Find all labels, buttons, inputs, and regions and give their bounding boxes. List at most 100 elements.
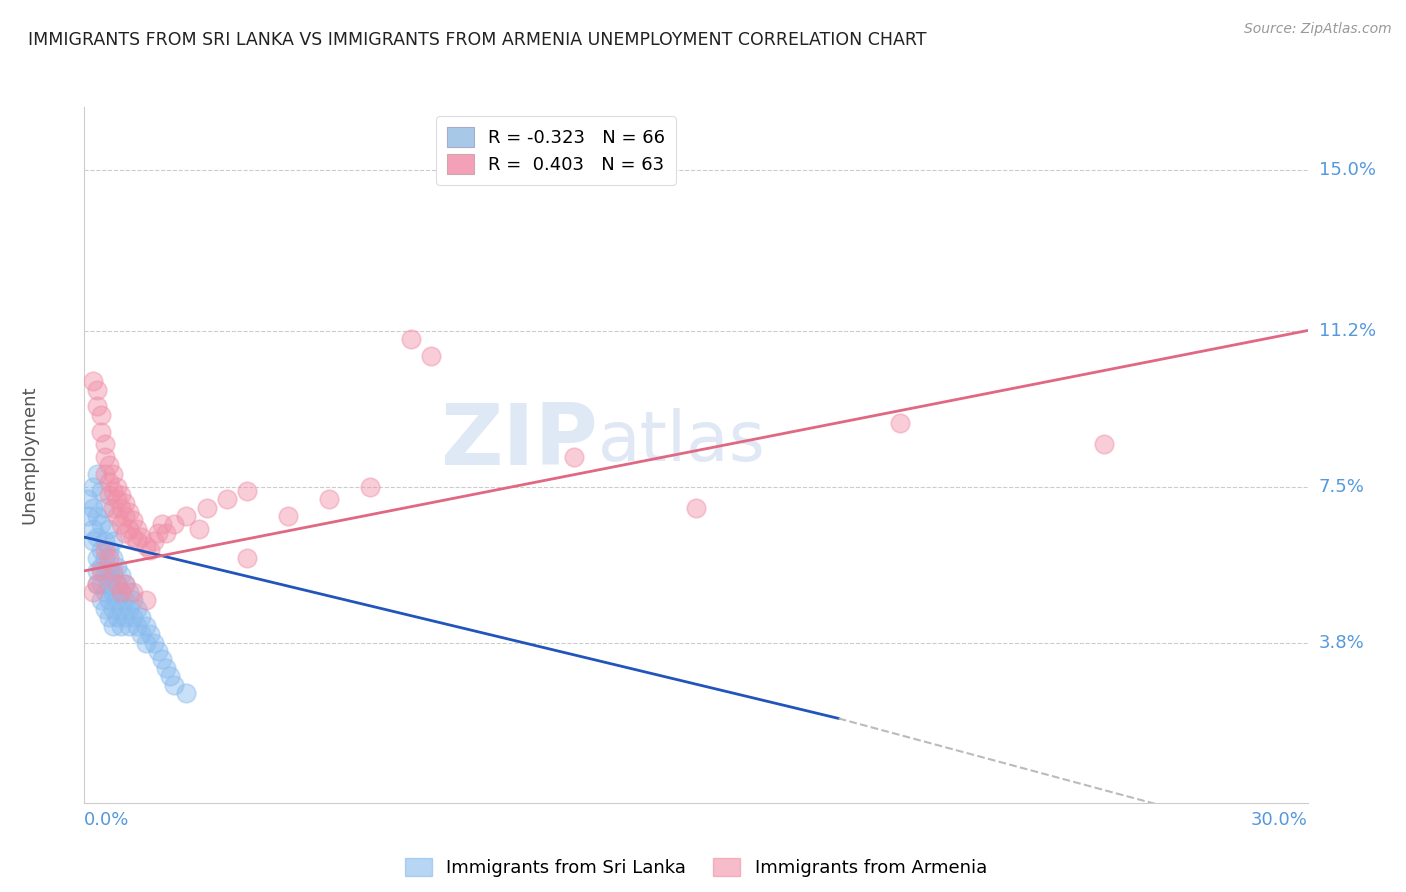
Point xyxy=(86,551,108,566)
Point xyxy=(118,602,141,616)
Point xyxy=(90,425,112,439)
Point xyxy=(122,513,145,527)
Text: 0.0%: 0.0% xyxy=(84,811,129,830)
Point xyxy=(114,576,136,591)
Point xyxy=(685,500,707,515)
Point xyxy=(101,500,124,515)
Point xyxy=(101,568,124,582)
Point xyxy=(138,627,160,641)
Point xyxy=(82,522,104,536)
Point xyxy=(114,576,136,591)
Point xyxy=(90,559,112,574)
Point xyxy=(82,585,104,599)
Text: 15.0%: 15.0% xyxy=(1319,161,1375,179)
Point xyxy=(82,534,104,549)
Point xyxy=(142,635,165,649)
Point xyxy=(163,517,186,532)
Point xyxy=(110,488,132,502)
Point xyxy=(97,593,120,607)
Point xyxy=(97,551,120,566)
Point xyxy=(114,593,136,607)
Point xyxy=(101,534,124,549)
Point xyxy=(217,492,239,507)
Point xyxy=(77,509,100,524)
Point xyxy=(118,522,141,536)
Point xyxy=(127,534,149,549)
Point xyxy=(86,467,108,481)
Point xyxy=(127,618,149,632)
Point xyxy=(82,479,104,493)
Point xyxy=(105,492,128,507)
Point xyxy=(90,408,112,422)
Point xyxy=(118,618,141,632)
Point xyxy=(90,517,112,532)
Point xyxy=(155,661,177,675)
Point xyxy=(93,542,115,557)
Point xyxy=(86,530,108,544)
Point xyxy=(150,652,173,666)
Point xyxy=(93,450,115,464)
Point xyxy=(93,551,115,566)
Point xyxy=(131,610,153,624)
Point xyxy=(97,542,120,557)
Point xyxy=(90,564,112,578)
Point xyxy=(97,458,120,473)
Point xyxy=(101,467,124,481)
Point xyxy=(318,492,340,507)
Point xyxy=(277,509,299,524)
Point xyxy=(110,500,132,515)
Point xyxy=(93,467,115,481)
Point xyxy=(110,602,132,616)
Point xyxy=(101,483,124,498)
Text: Unemployment: Unemployment xyxy=(20,385,38,524)
Point xyxy=(105,576,128,591)
Point xyxy=(174,686,197,700)
Point xyxy=(131,530,153,544)
Point xyxy=(86,383,108,397)
Point xyxy=(236,551,259,566)
Point xyxy=(122,610,145,624)
Text: Source: ZipAtlas.com: Source: ZipAtlas.com xyxy=(1244,22,1392,37)
Point xyxy=(359,479,381,493)
Point xyxy=(86,400,108,414)
Point xyxy=(93,568,115,582)
Point xyxy=(131,627,153,641)
Text: ZIP: ZIP xyxy=(440,400,598,483)
Point xyxy=(135,539,157,553)
Point xyxy=(101,551,124,566)
Text: 3.8%: 3.8% xyxy=(1319,633,1364,651)
Point xyxy=(122,593,145,607)
Point xyxy=(195,500,218,515)
Point xyxy=(101,602,124,616)
Point xyxy=(110,618,132,632)
Point xyxy=(90,593,112,607)
Point xyxy=(86,576,108,591)
Point xyxy=(93,602,115,616)
Point xyxy=(159,669,181,683)
Point xyxy=(110,568,132,582)
Point xyxy=(86,576,108,591)
Point xyxy=(97,610,120,624)
Point xyxy=(90,576,112,591)
Point xyxy=(135,618,157,632)
Point xyxy=(399,332,422,346)
Point xyxy=(146,525,169,540)
Point xyxy=(105,509,128,524)
Point xyxy=(135,635,157,649)
Point xyxy=(127,602,149,616)
Point xyxy=(93,437,115,451)
Point xyxy=(174,509,197,524)
Point xyxy=(146,644,169,658)
Point xyxy=(187,522,209,536)
Point xyxy=(420,349,443,363)
Point xyxy=(114,496,136,510)
Point xyxy=(150,517,173,532)
Point xyxy=(110,517,132,532)
Text: 30.0%: 30.0% xyxy=(1251,811,1308,830)
Point xyxy=(90,542,112,557)
Point xyxy=(110,585,132,599)
Point xyxy=(122,530,145,544)
Point xyxy=(138,542,160,557)
Point xyxy=(105,593,128,607)
Point xyxy=(82,500,104,515)
